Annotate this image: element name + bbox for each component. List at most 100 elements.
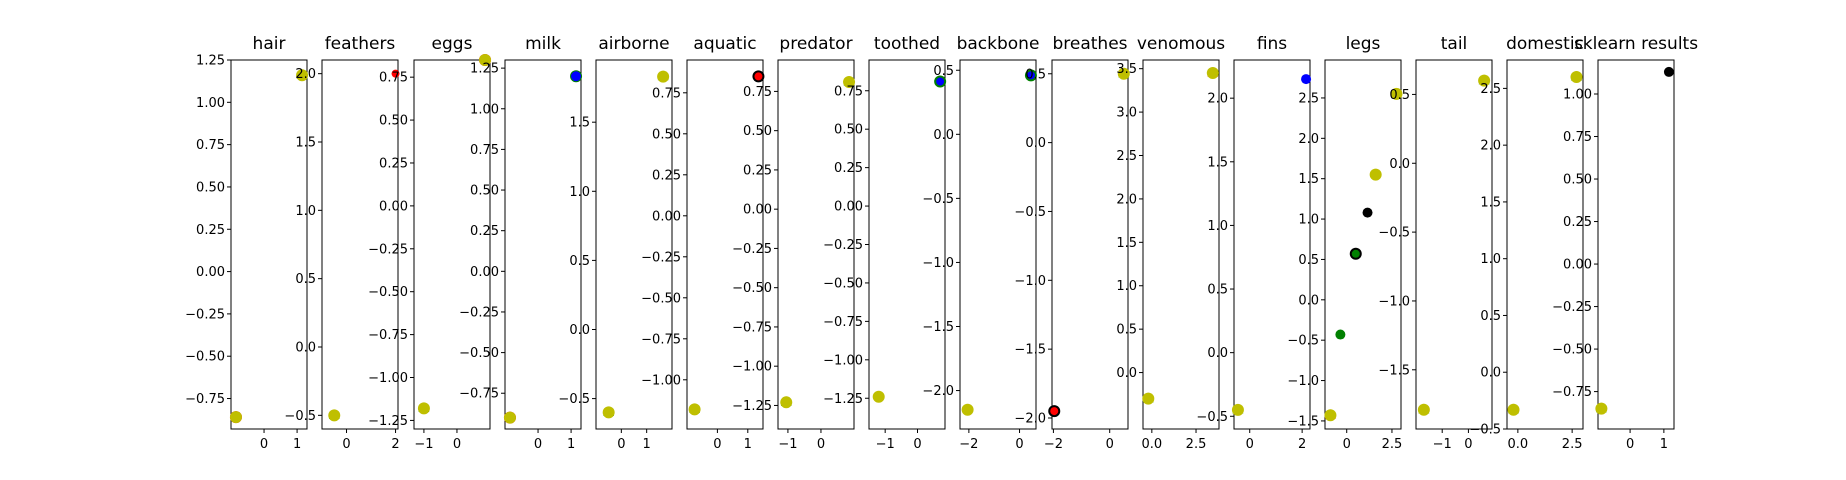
x-tick-label: 0 [1106, 437, 1114, 452]
y-tick-label: 0.25 [379, 156, 408, 171]
data-point [1117, 67, 1130, 80]
subplot-12: legs −1.5 −1.0 −0.5 0.0 0.5 1.0 1.5 2.0 2.5 0 2.5 [1287, 34, 1403, 452]
y-tick-label: 0.0 [1207, 346, 1228, 361]
y-tick-label: 0.50 [1563, 173, 1592, 188]
axes-frame [959, 59, 1037, 430]
x-tick-label: 2.5 [1186, 437, 1207, 452]
y-tick-label: 1.0 [1207, 219, 1228, 234]
y-tick-label: 0.75 [743, 85, 772, 100]
subplot-title: predator [779, 34, 852, 54]
x-tick-label: 0 [342, 437, 350, 452]
y-tick-label: −1.0 [922, 256, 954, 271]
x-tick-label: 0 [1464, 437, 1472, 452]
axes-frame [230, 59, 308, 430]
y-tick-label: 0.50 [470, 184, 499, 199]
subplot-7: toothed −1.25 −1.00 −0.75 −0.50 −0.25 0.00 0.25… [823, 34, 947, 452]
data-point [328, 409, 341, 422]
y-tick-label: −1.5 [922, 320, 954, 335]
subplot-14: domestic −0.5 0.0 0.5 1.0 1.5 2.0 2.5 0.0 2.5 [1469, 34, 1583, 452]
y-tick-label: 0.5 [295, 272, 316, 287]
y-tick-label: 1.00 [470, 102, 499, 117]
y-tick-label: 0.5 [1207, 283, 1228, 298]
y-tick-label: 0.50 [834, 123, 863, 138]
data-point [417, 402, 430, 415]
data-point [657, 70, 670, 83]
y-tick-label: 0.00 [196, 265, 225, 280]
data-point [1417, 403, 1430, 416]
y-tick-label: −0.5 [1287, 334, 1319, 349]
y-tick-label: 0.75 [196, 138, 225, 153]
data-point [1390, 87, 1403, 100]
data-point [1335, 329, 1346, 340]
y-tick-label: 2.0 [1207, 92, 1228, 107]
data-point [1324, 409, 1337, 422]
y-tick-label: 0.50 [196, 180, 225, 195]
subplot-title: eggs [432, 34, 473, 54]
subplot-title: domestic [1506, 34, 1584, 54]
x-tick-label: 0 [713, 437, 721, 452]
y-tick-label: 0.25 [196, 223, 225, 238]
data-point [754, 72, 763, 81]
subplot-title: tail [1441, 34, 1468, 54]
y-tick-label: 0.50 [652, 127, 681, 142]
x-tick-label: 2.5 [1382, 437, 1403, 452]
y-tick-label: 0.5 [933, 64, 954, 79]
x-tick-label: 0 [453, 437, 461, 452]
y-tick-label: 0.0 [1025, 136, 1046, 151]
subplot-title: toothed [874, 34, 940, 54]
subplot-title: legs [1346, 34, 1381, 54]
data-point [688, 403, 701, 416]
y-tick-label: −0.75 [641, 332, 681, 347]
axes-frame [595, 59, 673, 430]
data-point [1369, 168, 1382, 181]
x-tick-label: 0 [913, 437, 921, 452]
y-tick-label: 1.0 [1298, 213, 1319, 228]
y-tick-label: −0.75 [732, 320, 772, 335]
data-point [1301, 74, 1312, 85]
data-point [602, 406, 615, 419]
axes-frame [1506, 59, 1584, 430]
y-tick-label: 0.25 [743, 163, 772, 178]
y-tick-label: 0.0 [295, 341, 316, 356]
y-tick-label: −1.0 [1014, 274, 1046, 289]
data-point [1570, 71, 1583, 84]
data-point [391, 69, 400, 78]
x-tick-label: 0 [1015, 437, 1023, 452]
y-tick-label: 0.5 [1389, 88, 1410, 103]
y-tick-label: 0.00 [834, 200, 863, 215]
axes-frame [413, 59, 491, 430]
y-tick-label: 2.0 [1116, 192, 1137, 207]
subplot-title: fins [1257, 34, 1287, 54]
y-tick-label: 0.50 [379, 114, 408, 129]
subplot-10: venomous 0.0 0.5 1.0 1.5 2.0 2.5 3.0 3.5 0.0 2.5 [1116, 34, 1225, 452]
data-point [1478, 74, 1491, 87]
y-tick-label: −1.25 [732, 399, 772, 414]
y-tick-label: 0.00 [652, 209, 681, 224]
y-tick-label: 2.0 [1298, 132, 1319, 147]
y-tick-label: 0.75 [652, 86, 681, 101]
y-tick-label: −0.50 [1552, 343, 1592, 358]
x-tick-label: −2 [1044, 437, 1063, 452]
y-tick-label: −0.5 [922, 192, 954, 207]
x-tick-label: 1 [293, 437, 301, 452]
data-point [1663, 66, 1674, 77]
y-tick-label: −1.00 [641, 373, 681, 388]
data-point [1142, 392, 1155, 405]
y-tick-label: 0.50 [743, 124, 772, 139]
y-tick-label: −1.00 [732, 360, 772, 375]
subplot-5: aquatic −1.00 −0.75 −0.50 −0.25 0.00 0.25 0.50 0… [641, 34, 765, 452]
y-tick-label: 0.75 [470, 143, 499, 158]
x-tick-label: 0 [1626, 437, 1634, 452]
y-tick-label: 1.5 [1207, 155, 1228, 170]
y-tick-label: −0.25 [1552, 300, 1592, 315]
axes-frame [1324, 59, 1402, 430]
y-tick-label: −0.75 [823, 315, 863, 330]
data-point [1026, 71, 1035, 80]
y-tick-label: 1.5 [1480, 195, 1501, 210]
y-tick-label: −1.0 [1287, 374, 1319, 389]
x-tick-label: 1 [643, 437, 651, 452]
y-tick-label: −0.5 [558, 392, 590, 407]
subplot-13: tail −1.5 −1.0 −0.5 0.0 0.5 −1 0 [1378, 34, 1493, 452]
y-tick-label: −0.50 [732, 281, 772, 296]
x-tick-label: 2.5 [1562, 437, 1583, 452]
